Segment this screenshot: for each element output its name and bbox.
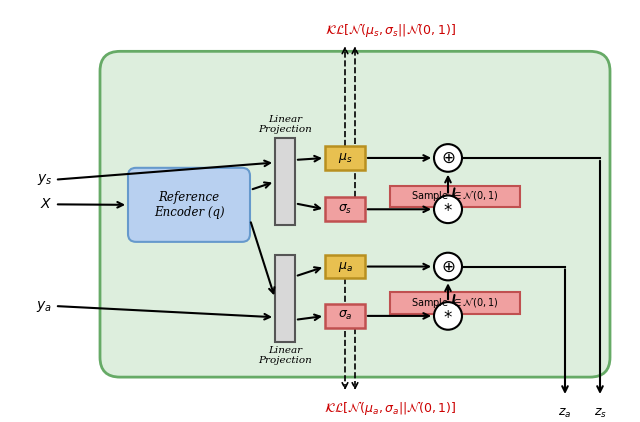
Text: $\mathcal{KL}[\mathcal{N}(\mu_s,\sigma_s||\mathcal{N}(0,1)]$: $\mathcal{KL}[\mathcal{N}(\mu_s,\sigma_s… (324, 22, 456, 40)
Text: $\mu_s$: $\mu_s$ (338, 151, 352, 165)
Bar (325, 146, 365, 170)
Text: $\mathcal{KL}[\mathcal{N}(\mu_a,\sigma_a||\mathcal{N}(0,1)]$: $\mathcal{KL}[\mathcal{N}(\mu_a,\sigma_a… (324, 399, 456, 417)
Text: $y_s$: $y_s$ (36, 172, 52, 187)
Text: $\mu_a$: $\mu_a$ (337, 260, 353, 273)
Circle shape (434, 195, 462, 223)
Bar (275, 255, 295, 341)
Text: $\sigma_a$: $\sigma_a$ (338, 309, 353, 322)
Text: Reference
Encoder (q): Reference Encoder (q) (154, 191, 224, 219)
Text: Linear
Projection: Linear Projection (258, 115, 312, 134)
Bar (390, 292, 520, 314)
Text: $*$: $*$ (443, 200, 453, 218)
Text: $z_a$: $z_a$ (558, 407, 572, 420)
Circle shape (434, 253, 462, 280)
Bar (390, 186, 520, 207)
Bar (325, 304, 365, 328)
Bar (325, 197, 365, 221)
Circle shape (434, 302, 462, 330)
Text: $*$: $*$ (443, 307, 453, 325)
Text: Sample $\in \mathcal{N}(0,1)$: Sample $\in \mathcal{N}(0,1)$ (412, 296, 499, 310)
Text: $X$: $X$ (40, 197, 52, 211)
Bar (275, 138, 295, 225)
FancyBboxPatch shape (128, 168, 250, 242)
Text: $z_s$: $z_s$ (593, 407, 607, 420)
Circle shape (434, 144, 462, 172)
Text: $\oplus$: $\oplus$ (441, 257, 455, 276)
Text: $\oplus$: $\oplus$ (441, 149, 455, 167)
FancyBboxPatch shape (100, 51, 610, 377)
Bar (325, 255, 365, 279)
Text: Sample $\in \mathcal{N}(0,1)$: Sample $\in \mathcal{N}(0,1)$ (412, 189, 499, 203)
Text: $y_a$: $y_a$ (36, 298, 52, 314)
Text: $\sigma_s$: $\sigma_s$ (338, 203, 352, 216)
Text: Linear
Projection: Linear Projection (258, 346, 312, 365)
